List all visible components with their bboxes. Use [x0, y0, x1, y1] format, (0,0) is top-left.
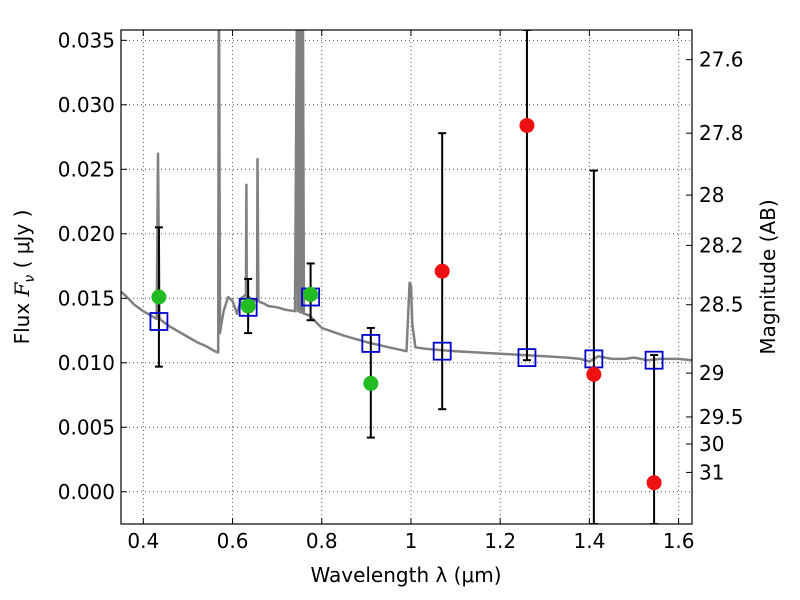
x-tick-label: 1.6 — [663, 529, 695, 553]
y-tick-label: 0.030 — [58, 93, 115, 117]
y-axis-label-symbol: F — [10, 281, 34, 297]
y2-tick-label: 28 — [699, 183, 724, 207]
y2-tick-label: 30 — [699, 432, 724, 456]
model-point-square — [517, 348, 537, 368]
y-tick-label: 0.015 — [58, 286, 115, 310]
spectrum-line — [121, 30, 692, 363]
x-tick-label: 1 — [405, 529, 418, 553]
data-layer — [121, 30, 692, 524]
x-tick-label: 0.4 — [127, 529, 159, 553]
x-tick-label: 0.6 — [217, 529, 249, 553]
model-point-square — [361, 334, 381, 353]
y-tick-label: 0.010 — [58, 351, 115, 375]
y2-tick-label: 29 — [699, 361, 724, 385]
model-point-square — [149, 312, 169, 331]
y2-tick-label: 31 — [699, 460, 724, 484]
x-tick-label: 0.8 — [306, 529, 338, 553]
model-point-square — [644, 350, 664, 370]
y2-tick-label: 28.2 — [699, 233, 744, 257]
y2-tick-label: 27.6 — [699, 48, 744, 72]
y-axis-label-pre: Flux — [10, 296, 34, 344]
x-axis-label: Wavelength λ (μm) — [310, 563, 501, 587]
plot-background — [121, 30, 692, 524]
red-point — [434, 263, 450, 279]
red-point — [586, 366, 602, 382]
x-tick-label: 1.2 — [484, 529, 516, 553]
x-tick-label: 1.4 — [573, 529, 605, 553]
y-tick-label: 0.005 — [58, 415, 115, 439]
y-tick-label: 0.035 — [58, 28, 115, 52]
green-point — [151, 289, 167, 305]
y2-axis-label: Magnitude (AB) — [756, 199, 780, 354]
y2-tick-label: 28.5 — [699, 293, 744, 317]
green-point — [363, 375, 379, 391]
y-axis-label: Flux Fν ( μJy ) — [10, 210, 38, 345]
y-axis-label-post: ( μJy ) — [10, 210, 34, 275]
y-tick-label: 0.000 — [58, 480, 115, 504]
y-axis-label-subscript: ν — [22, 275, 38, 283]
y2-tick-label: 27.8 — [699, 121, 744, 145]
y-tick-label: 0.025 — [58, 157, 115, 181]
model-point-square — [432, 341, 452, 361]
red-point — [646, 475, 662, 491]
green-point — [240, 298, 256, 314]
y2-tick-label: 29.5 — [699, 405, 744, 429]
axis-ticks: 0.4 0.6 0.8 1 1.2 1.4 1.6 0.000 0.005 0.010 0.015 0… — [58, 28, 744, 553]
y-tick-label: 0.020 — [58, 222, 115, 246]
plot-frame — [120, 29, 693, 525]
green-point — [303, 286, 319, 302]
red-point — [519, 117, 535, 133]
